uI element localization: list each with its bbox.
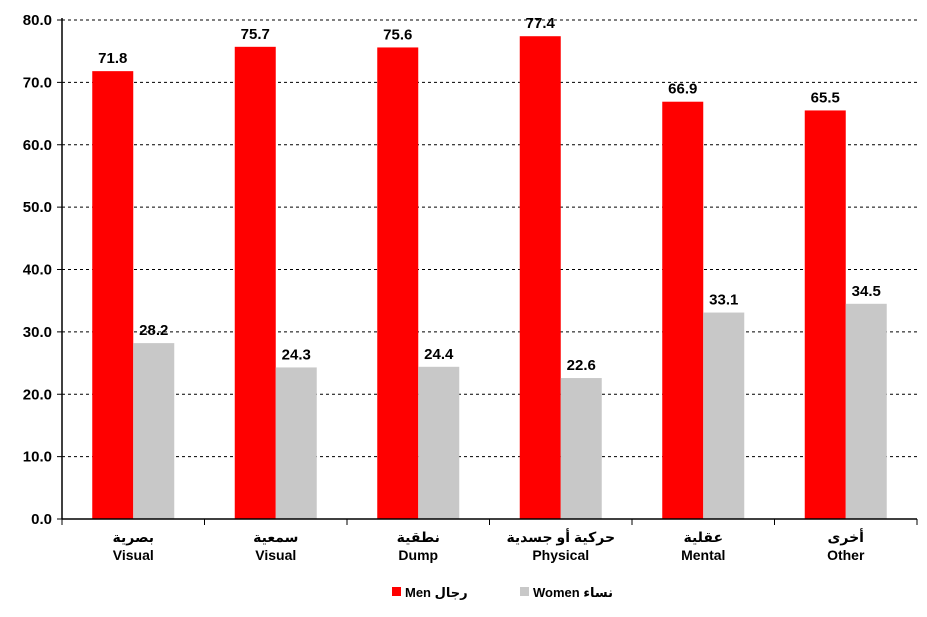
data-label-men: 71.8	[98, 50, 127, 67]
bar-women	[275, 367, 317, 519]
y-tick-label: 30.0	[23, 324, 52, 341]
category-label-arabic: نطقية	[397, 529, 440, 545]
data-label-women: 24.4	[424, 346, 454, 363]
data-label-men: 66.9	[668, 81, 697, 98]
bar-men	[519, 36, 561, 519]
y-tick-label: 40.0	[23, 262, 52, 279]
category-label-english: Visual	[255, 547, 296, 563]
category-label-english: Visual	[113, 547, 154, 563]
data-label-women: 24.3	[282, 346, 311, 363]
bars-group	[92, 36, 887, 520]
y-tick-label: 50.0	[23, 199, 52, 216]
y-tick-label: 80.0	[23, 12, 52, 29]
data-label-men: 65.5	[811, 89, 840, 106]
y-tick-label: 60.0	[23, 137, 52, 154]
bar-men	[92, 71, 134, 520]
y-tick-label: 20.0	[23, 386, 52, 403]
data-label-men: 75.7	[241, 26, 270, 43]
legend-swatch-women	[520, 587, 529, 596]
category-label-arabic: أخرى	[828, 528, 864, 546]
category-label-english: Other	[827, 547, 865, 563]
legend-label-women: Women نساء	[533, 585, 613, 600]
y-tick-label: 10.0	[23, 449, 52, 466]
data-label-men: 75.6	[383, 26, 412, 43]
bar-women	[703, 312, 745, 519]
category-label-arabic: سمعية	[253, 529, 298, 545]
bar-men	[377, 47, 419, 519]
bar-men	[804, 110, 846, 519]
category-label-english: Physical	[532, 547, 589, 563]
data-label-women: 34.5	[852, 283, 881, 300]
bar-men	[234, 46, 276, 519]
bar-women	[560, 378, 602, 519]
category-label-english: Dump	[398, 547, 438, 563]
category-label-arabic: عقلية	[683, 529, 723, 545]
data-label-women: 33.1	[709, 292, 738, 309]
y-tick-labels: 0.0 10.0 20.0 30.0 40.0 50.0 60.0 70.0 80.0	[23, 12, 52, 528]
axes-group	[57, 18, 918, 525]
y-tick-label: 70.0	[23, 74, 52, 91]
legend: Men رجال Women نساء	[392, 585, 613, 600]
data-label-women: 22.6	[567, 357, 596, 374]
bar-women	[133, 343, 175, 519]
category-label-arabic: بصرية	[112, 529, 154, 546]
data-label-men: 77.4	[526, 15, 556, 32]
legend-swatch-men	[392, 587, 401, 596]
legend-label-men: Men رجال	[405, 585, 468, 600]
data-label-women: 28.2	[139, 322, 168, 339]
category-label-arabic: حركية أو جسدية	[506, 528, 615, 546]
category-label-english: Mental	[681, 547, 725, 563]
data-labels: 71.8 28.2 75.7 24.3 75.6 24.4 77.4 22.6 66.9 33.1…	[98, 15, 881, 374]
bar-women	[845, 303, 887, 519]
bar-women	[418, 366, 460, 519]
y-tick-label: 0.0	[31, 511, 52, 528]
bar-men	[662, 101, 704, 520]
gridlines	[62, 19, 917, 458]
